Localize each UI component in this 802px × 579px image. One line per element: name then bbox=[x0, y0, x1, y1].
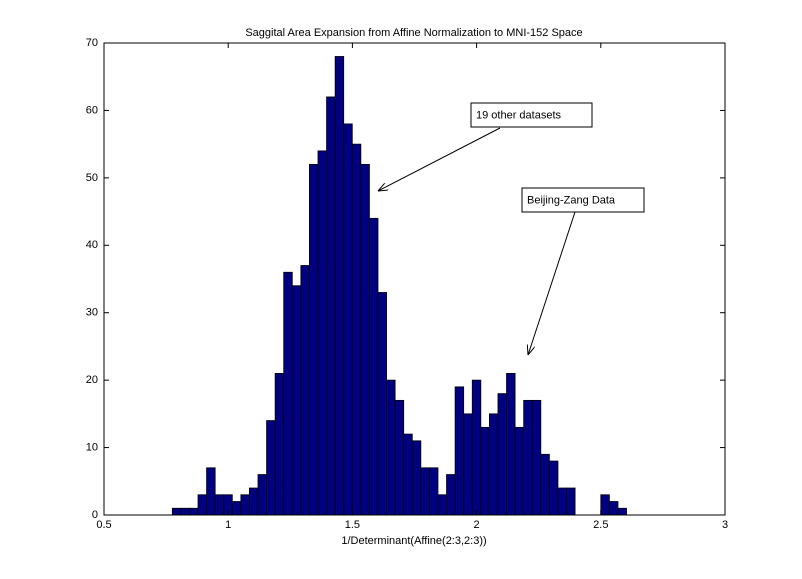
axes-box bbox=[103, 42, 726, 516]
bar bbox=[523, 399, 533, 516]
bar bbox=[454, 386, 465, 516]
bar bbox=[488, 413, 499, 516]
bar bbox=[531, 399, 542, 516]
bar bbox=[557, 487, 567, 516]
x-tick-label: 1 bbox=[225, 519, 231, 531]
bar bbox=[180, 507, 190, 516]
bar bbox=[446, 474, 456, 516]
bar bbox=[429, 467, 439, 516]
y-tick-label: 50 bbox=[86, 172, 98, 184]
bar bbox=[377, 292, 387, 516]
bar bbox=[480, 426, 490, 516]
annotation-box bbox=[470, 102, 593, 128]
bar bbox=[266, 420, 276, 516]
annotation-box bbox=[521, 187, 645, 213]
bar bbox=[351, 143, 362, 516]
bar bbox=[197, 494, 207, 516]
bar bbox=[608, 501, 619, 516]
bar bbox=[240, 494, 250, 516]
x-tick-label: 2 bbox=[474, 519, 480, 531]
bar bbox=[386, 379, 396, 516]
bar bbox=[566, 487, 576, 516]
bar bbox=[283, 271, 293, 516]
bar bbox=[206, 467, 216, 516]
annotation: 19 other datasets bbox=[476, 109, 562, 121]
bar bbox=[403, 433, 413, 516]
bar bbox=[617, 507, 627, 516]
y-tick-label: 20 bbox=[86, 374, 98, 386]
bar bbox=[540, 453, 550, 516]
bar bbox=[548, 460, 559, 516]
bar bbox=[300, 265, 310, 516]
chart-title: Saggital Area Expansion from Affine Norm… bbox=[245, 27, 582, 39]
y-tick-label: 30 bbox=[86, 307, 98, 319]
x-tick-label: 3 bbox=[722, 519, 728, 531]
bar bbox=[506, 372, 516, 516]
arrow bbox=[378, 127, 501, 191]
annotation: Beijing-Zang Data bbox=[527, 194, 616, 206]
bar bbox=[249, 487, 259, 516]
x-axis-label: 1/Determinant(Affine(2:3,2:3)) bbox=[341, 535, 486, 547]
x-tick-label: 2.5 bbox=[593, 519, 608, 531]
bar bbox=[189, 507, 199, 516]
bar bbox=[231, 501, 242, 516]
bar bbox=[514, 426, 525, 516]
bar bbox=[334, 56, 345, 516]
bar bbox=[497, 393, 507, 516]
bar bbox=[257, 474, 267, 516]
bar bbox=[411, 440, 422, 516]
bar bbox=[274, 372, 285, 516]
y-tick-label: 0 bbox=[92, 509, 98, 521]
y-tick-label: 10 bbox=[86, 441, 98, 453]
bar bbox=[309, 163, 319, 516]
y-tick-label: 60 bbox=[86, 104, 98, 116]
bar bbox=[343, 123, 353, 516]
arrow bbox=[528, 211, 576, 355]
x-tick-label: 1.5 bbox=[345, 519, 360, 531]
bar bbox=[326, 96, 336, 516]
bar bbox=[437, 494, 447, 516]
bar bbox=[369, 217, 379, 516]
bar bbox=[463, 413, 473, 516]
bar bbox=[171, 507, 182, 516]
bar bbox=[291, 285, 302, 516]
y-tick-label: 70 bbox=[86, 37, 98, 49]
y-tick-label: 40 bbox=[86, 239, 98, 251]
x-tick-label: 0.5 bbox=[96, 519, 111, 531]
bar bbox=[420, 467, 430, 516]
bar bbox=[471, 379, 482, 516]
bar bbox=[214, 494, 225, 516]
bar bbox=[394, 399, 405, 516]
bar bbox=[360, 163, 370, 516]
bar bbox=[317, 150, 327, 516]
bar bbox=[600, 494, 610, 516]
